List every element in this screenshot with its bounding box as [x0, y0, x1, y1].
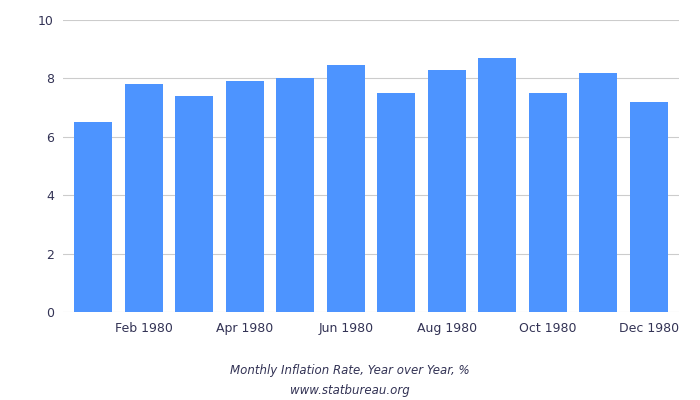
- Bar: [377, 93, 415, 312]
- Text: www.statbureau.org: www.statbureau.org: [290, 384, 410, 397]
- Bar: [327, 65, 365, 312]
- Bar: [175, 96, 214, 312]
- Text: Monthly Inflation Rate, Year over Year, %: Monthly Inflation Rate, Year over Year, …: [230, 364, 470, 377]
- Bar: [226, 81, 264, 312]
- Bar: [125, 84, 162, 312]
- Bar: [528, 93, 567, 312]
- Bar: [478, 58, 516, 312]
- Bar: [428, 70, 466, 312]
- Bar: [630, 102, 668, 312]
- Bar: [580, 72, 617, 312]
- Bar: [276, 78, 314, 312]
- Bar: [74, 122, 112, 312]
